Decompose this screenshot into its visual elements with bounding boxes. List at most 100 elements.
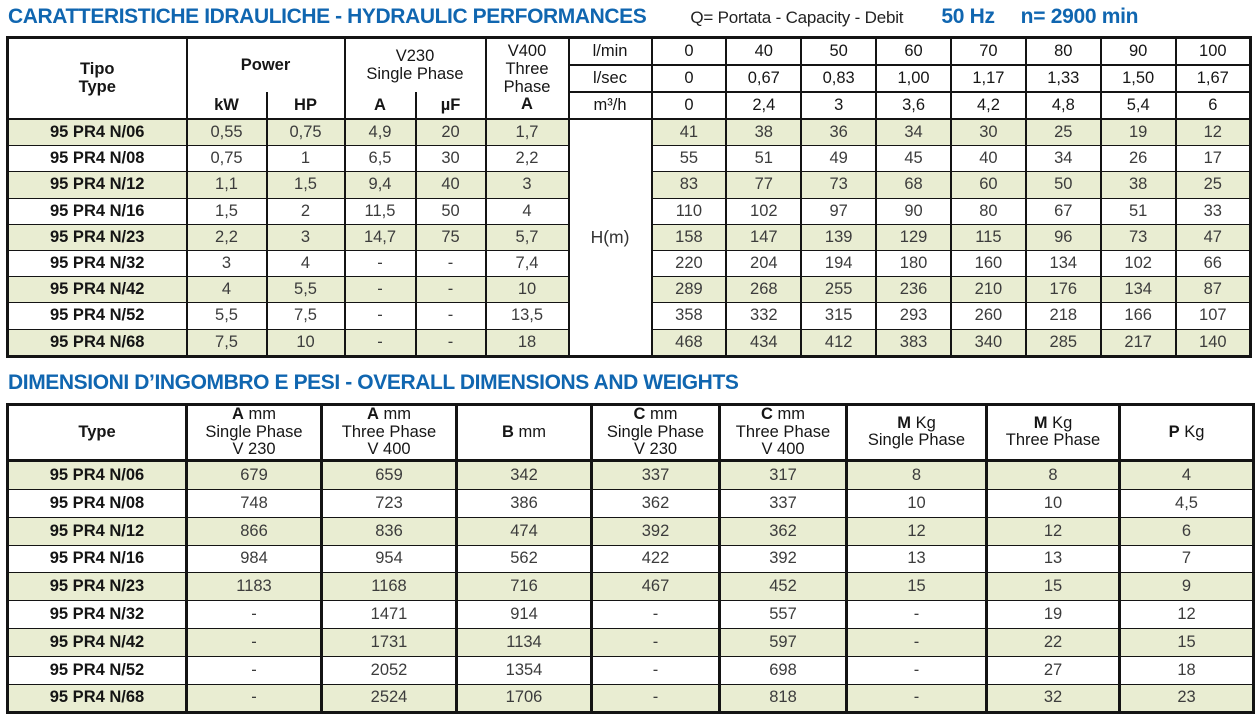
- head-value-cell: 38: [1099, 171, 1177, 199]
- dimension-value-cell: 723: [320, 488, 458, 518]
- hp-value-cell: 10: [266, 328, 346, 357]
- three-label: Three: [505, 59, 549, 78]
- head-value-cell: 60: [950, 171, 1027, 199]
- dim-phase: Single Phase: [205, 422, 303, 441]
- head-value-cell: 332: [725, 302, 803, 330]
- pump-type-cell: 95 PR4 N/52: [6, 655, 188, 685]
- head-value-cell: 12: [1174, 118, 1252, 147]
- kw-value-cell: 1,1: [185, 171, 268, 199]
- v400-label: V400: [507, 41, 547, 60]
- amp-400-value-cell: 4: [484, 197, 570, 225]
- uf-value-cell: 30: [415, 145, 487, 173]
- dim-letter: A: [232, 404, 244, 423]
- dimension-value-cell: -: [845, 683, 988, 714]
- head-value-cell: 115: [950, 223, 1027, 251]
- pump-type-cell: 95 PR4 N/23: [6, 572, 188, 602]
- head-value-cell: 268: [725, 276, 803, 304]
- dimensions-row: 95 PR4 N/12 866 836 474 392 362 12 12 6: [6, 516, 1255, 546]
- dim-letter: C: [761, 404, 773, 423]
- dimension-value-cell: 914: [455, 600, 593, 629]
- head-value-cell: 210: [950, 276, 1027, 304]
- head-value-cell: 83: [650, 171, 728, 199]
- hp-value-cell: 3: [266, 223, 346, 251]
- kw-value-cell: 0,75: [185, 145, 268, 173]
- hydraulic-row: 95 PR4 N/08 0,75 1 6,5 30 2,2 55 51 49 45 40 34 26 17: [6, 145, 1252, 173]
- hydraulic-header-row-3: kW HP A µF m³/h 0 2,4 3 3,6 4,2 4,8 5,4 …: [8, 91, 1252, 120]
- dimension-value-cell: 562: [455, 544, 593, 574]
- head-value-cell: 45: [875, 145, 952, 173]
- dimensions-row: 95 PR4 N/16 984 954 562 422 392 13 13 7: [6, 544, 1255, 574]
- flow-value: 50: [800, 36, 878, 66]
- dimension-value-cell: 4,5: [1118, 488, 1255, 518]
- flow-value: 60: [875, 36, 952, 66]
- dimension-value-cell: -: [185, 627, 323, 657]
- dimension-value-cell: 836: [320, 516, 458, 546]
- flow-value: 90: [1099, 36, 1177, 66]
- head-value-cell: 90: [875, 197, 952, 225]
- flow-value: 0,83: [800, 64, 878, 93]
- dim-unit: Kg: [1047, 413, 1073, 432]
- dimension-value-cell: 4: [1118, 459, 1255, 490]
- head-value-cell: 289: [650, 276, 728, 304]
- head-value-cell: 96: [1024, 223, 1102, 251]
- head-value-cell: 25: [1024, 118, 1102, 147]
- head-value-cell: 38: [725, 118, 803, 147]
- hydraulic-row: 95 PR4 N/42 4 5,5- -10 289 268 255 236 210 176 134…: [6, 276, 1252, 304]
- col-header-c-three: C mm Three Phase V 400: [718, 402, 848, 463]
- kw-value-cell: 7,5: [185, 328, 268, 357]
- phase-label: Phase: [503, 77, 551, 96]
- dimension-value-cell: 748: [185, 488, 323, 518]
- type-header-label: Type: [78, 423, 116, 442]
- dim-voltage: V 400: [367, 440, 411, 459]
- head-value-cell: 140: [1174, 328, 1252, 357]
- col-header-m-three: M Kg Three Phase: [985, 402, 1121, 463]
- dimension-value-cell: 2052: [320, 655, 458, 685]
- amp-230-value-cell: -: [343, 276, 417, 304]
- head-meters-label: H(m): [567, 117, 653, 357]
- dim-unit: mm: [645, 404, 678, 423]
- head-value-cell: 19: [1099, 118, 1177, 147]
- pump-type-cell: 95 PR4 N/12: [6, 516, 188, 546]
- dimension-value-cell: 317: [718, 459, 848, 490]
- kw-value-cell: 3: [185, 249, 268, 278]
- head-value-cell: 36: [800, 118, 878, 147]
- dimension-value-cell: 8: [985, 459, 1121, 490]
- dimension-value-cell: -: [185, 655, 323, 685]
- dimensions-tbody: 95 PR4 N/06 679 659 342 337 317 8 8 4 95 PR4 N/08…: [6, 459, 1255, 714]
- head-value-cell: 134: [1024, 249, 1102, 278]
- hydraulic-performances-table: Tipo Type Power V230 Single Phase V400 T…: [6, 36, 1252, 358]
- dimension-value-cell: 9: [1118, 572, 1255, 602]
- head-value-cell: 49: [800, 145, 878, 173]
- kw-value-cell: 1,5: [185, 197, 268, 225]
- head-value-cell: 176: [1024, 276, 1102, 304]
- pump-type-cell: 95 PR4 N/06: [6, 459, 188, 490]
- amp-230-value-cell: 9,4: [343, 171, 417, 199]
- dim-unit: Kg: [910, 413, 936, 432]
- head-value-cell: 66: [1174, 249, 1252, 278]
- col-header-tipo-type: Tipo Type: [6, 36, 188, 120]
- col-header-type: Type: [6, 402, 188, 463]
- uf-value-cell: 20: [415, 118, 487, 147]
- amp-230-value-cell: 11,5: [343, 197, 417, 225]
- dimension-value-cell: 597: [718, 627, 848, 657]
- amp-230-value-cell: -: [343, 249, 417, 278]
- flow-value: 3: [800, 91, 878, 120]
- dim-phase: Three Phase: [1005, 431, 1101, 450]
- flow-value: 0: [650, 64, 728, 93]
- hp-value-cell: 1,5: [266, 171, 346, 199]
- dim-unit: Kg: [1179, 422, 1205, 441]
- amp-400-value-cell: 7,4: [484, 249, 570, 278]
- uf-value-cell: 75: [415, 223, 487, 251]
- dimension-value-cell: 23: [1118, 683, 1255, 714]
- amp-230-value-cell: -: [343, 302, 417, 330]
- head-value-cell: 87: [1174, 276, 1252, 304]
- dimension-value-cell: 467: [590, 572, 721, 602]
- kw-value-cell: 0,55: [185, 118, 268, 147]
- dimension-value-cell: 19: [985, 600, 1121, 629]
- amp-230-value-cell: -: [343, 328, 417, 357]
- hp-label: HP: [266, 92, 346, 120]
- single-phase-label: Single Phase: [366, 64, 464, 83]
- hp-value-cell: 1: [266, 145, 346, 173]
- flow-value: 1,33: [1024, 64, 1102, 93]
